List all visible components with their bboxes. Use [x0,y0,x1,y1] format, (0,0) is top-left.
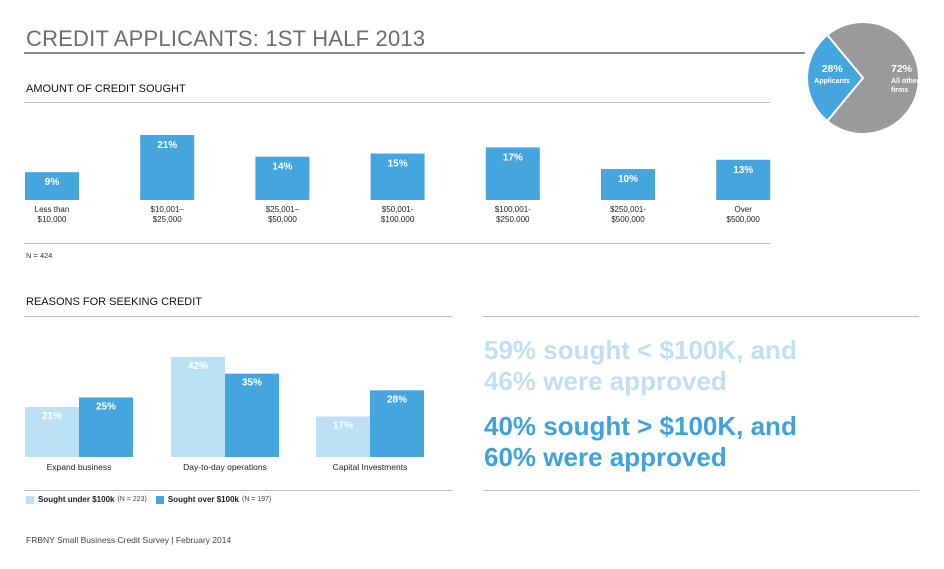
footer-source: FRBNY Small Business Credit Survey | Feb… [26,535,232,545]
amount-category-label: $10,001– [151,205,185,214]
amount-bar-value: 21% [157,140,177,151]
reasons-bar-over [370,390,424,457]
stat-over-line2: 60% were approved [484,442,727,472]
reasons-section-title: REASONS FOR SEEKING CREDIT [26,296,203,308]
sample-size-note: N = 424 [26,251,53,260]
amount-category-label: Over [735,205,753,214]
amount-category-label: $10,000 [38,215,67,224]
reasons-bar-value: 21% [42,411,62,422]
reasons-bar-under [316,416,370,457]
reasons-bar-under [171,357,225,457]
pie-category-label: firms [891,87,908,94]
pie-value-label: 72% [891,63,913,75]
amount-category-label: $250,000 [496,215,530,224]
reasons-bottom-rule [24,490,452,491]
reasons-category-label: Day-to-day operations [183,462,267,472]
reasons-bar-value: 28% [387,394,407,405]
legend-over-n: (N = 197) [241,496,272,503]
pie-slice-applicants [805,33,865,123]
reasons-bar-under [25,407,79,457]
amount-bar-value: 13% [733,165,753,176]
stat-under-line2: 46% were approved [484,366,727,396]
amount-bar [485,147,540,200]
amount-bar-value: 10% [618,174,638,185]
pie-category-label: Applicants [814,78,850,85]
reasons-bar-over [79,397,133,457]
amount-bar-value: 9% [45,177,60,188]
stat-over-100k: 40% sought > $100K, and 60% were approve… [484,411,797,473]
legend-under-n: (N = 223) [117,496,147,503]
pie-value-label: 28% [822,63,844,75]
reasons-category-label: Expand business [47,462,112,472]
stats-top-rule [483,316,919,317]
amount-category-label: Less than [35,205,70,214]
page-title: CREDIT APPLICANTS: 1ST HALF 2013 [26,26,426,51]
amount-bar-value: 15% [388,159,408,170]
applicants-pie-chart: 28% Applicants 72% All other firms [805,21,920,135]
amount-category-label: $500,000 [727,215,761,224]
stats-bottom-rule [483,490,919,491]
amount-bar [255,156,310,200]
reasons-bar-chart: 21% 25% Expand business 42% 35% Day-to-day op… [25,357,424,472]
amount-bar-value: 17% [503,152,523,163]
reasons-category-label: Capital Investments [333,462,408,472]
amount-bar [370,153,425,200]
amount-section-title: AMOUNT OF CREDIT SOUGHT [26,83,186,95]
amount-category-label: $50,000 [268,215,297,224]
amount-category-label: $25,001– [266,205,300,214]
stat-over-line1: 40% sought > $100K, and [484,411,797,441]
stat-under-100k: 59% sought < $100K, and 46% were approve… [484,335,797,397]
amount-category-label: $25,000 [153,215,182,224]
amount-category-label: $100,000 [381,215,415,224]
amount-bar-chart: 9% Less than$10,000 21% $10,001–$25,000 14% $… [25,135,771,224]
reasons-top-rule [24,316,452,317]
amount-bottom-rule [24,243,770,244]
reasons-legend: Sought under $100k (N = 223) Sought over… [26,495,271,504]
amount-category-label: $250,001- [610,205,646,214]
amount-bar [716,159,771,200]
pie-slice-all-other-firms [825,21,920,135]
amount-category-label: $100,001- [495,205,531,214]
amount-category-label: $500,000 [611,215,645,224]
legend-under-swatch [26,495,34,504]
reasons-bar-value: 35% [242,378,262,389]
reasons-bar-value: 25% [96,401,116,412]
amount-category-label: $50,001- [382,205,414,214]
amount-bar [140,135,195,200]
reasons-bar-over [225,373,279,457]
reasons-bar-value: 17% [333,421,353,432]
amount-bar [25,172,79,200]
title-divider [24,52,805,54]
pie-category-label: All other [891,78,920,85]
reasons-bar-value: 42% [188,361,208,372]
legend-under-label: Sought under $100k [38,495,115,504]
legend-over-swatch [155,495,164,504]
amount-bar [601,169,655,200]
amount-top-rule [24,102,770,103]
legend-over-label: Sought over $100k [167,495,239,504]
amount-bar-value: 14% [272,162,292,173]
stat-under-line1: 59% sought < $100K, and [484,335,797,365]
